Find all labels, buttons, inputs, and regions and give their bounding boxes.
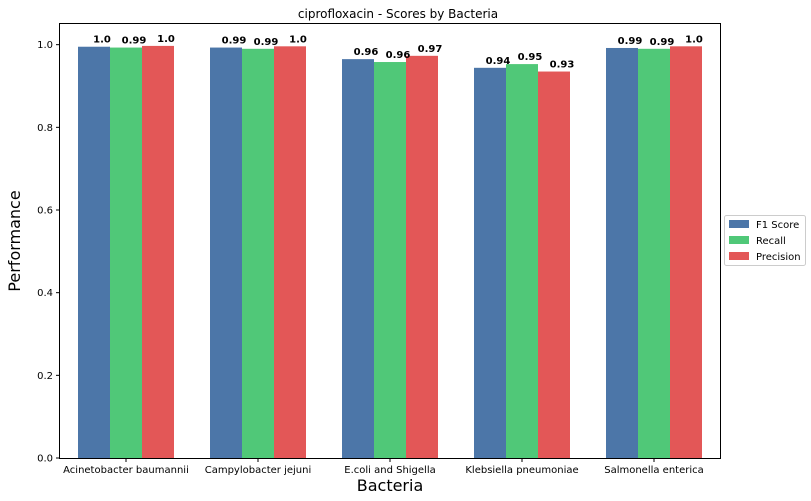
data-label-precision-e-coli-and-shigella: 0.97 [418,44,443,55]
legend-label-f1-score: F1 Score [756,220,799,231]
legend-swatch-recall [729,236,749,244]
y-axis: 0.0 0.2 0.4 0.6 0.8 1.0 [37,40,60,465]
chart-title: ciprofloxacin - Scores by Bacteria [298,7,498,21]
data-label-recall-salmonella-enterica: 0.99 [650,37,675,48]
x-tick-label-campylobacter-jejuni: Campylobacter jejuni [205,465,312,476]
bar-recall-salmonella-enterica [638,48,670,459]
x-axis-label: Bacteria [357,476,424,495]
data-label-f1-score-campylobacter-jejuni: 0.99 [222,36,247,47]
legend-swatch-precision [729,252,749,260]
x-tick-label-e-coli-and-shigella: E.coli and Shigella [344,465,436,476]
legend-label-precision: Precision [756,252,801,263]
data-label-f1-score-klebsiella-pneumoniae: 0.94 [486,56,511,67]
bar-precision-acinetobacter-baumannii [142,45,174,458]
bar-f1-score-salmonella-enterica [606,47,638,459]
data-label-recall-acinetobacter-baumannii: 0.99 [122,36,147,47]
y-tick-label: 0.2 [37,371,53,382]
bar-recall-acinetobacter-baumannii [110,47,142,459]
data-label-recall-klebsiella-pneumoniae: 0.95 [518,52,543,63]
bar-f1-score-campylobacter-jejuni [210,47,242,459]
x-axis: Acinetobacter baumannii Campylobacter jej… [63,458,704,476]
y-tick-label: 0.6 [37,206,53,217]
data-label-recall-e-coli-and-shigella: 0.96 [386,50,411,61]
bar-recall-e-coli-and-shigella [374,62,406,458]
bar-f1-score-acinetobacter-baumannii [78,46,110,458]
data-label-precision-salmonella-enterica: 1.0 [685,34,703,45]
bar-precision-e-coli-and-shigella [406,55,438,459]
x-tick-label-klebsiella-pneumoniae: Klebsiella pneumoniae [465,465,578,476]
data-label-recall-campylobacter-jejuni: 0.99 [254,37,279,48]
y-tick-label: 0.4 [37,288,53,299]
x-tick-label-salmonella-enterica: Salmonella enterica [604,465,704,476]
bar-precision-klebsiella-pneumoniae [538,71,570,459]
bar-f1-score-klebsiella-pneumoniae [474,67,506,459]
data-label-precision-campylobacter-jejuni: 1.0 [289,34,307,45]
data-label-f1-score-acinetobacter-baumannii: 1.0 [93,35,111,46]
bar-f1-score-e-coli-and-shigella [342,59,374,459]
y-tick-label: 0.0 [37,454,53,465]
data-label-precision-acinetobacter-baumannii: 1.0 [157,34,175,45]
bar-precision-campylobacter-jejuni [274,46,306,458]
y-tick-label: 0.8 [37,123,53,134]
bar-recall-campylobacter-jejuni [242,48,274,459]
x-tick-label-acinetobacter-baumannii: Acinetobacter baumannii [63,465,189,476]
data-label-f1-score-e-coli-and-shigella: 0.96 [354,47,379,58]
bar-precision-salmonella-enterica [670,46,702,458]
y-axis-label: Performance [5,190,24,291]
data-label-precision-klebsiella-pneumoniae: 0.93 [550,60,575,71]
legend-label-recall: Recall [756,236,786,247]
legend-swatch-f1-score [729,220,749,228]
legend: F1 Score Recall Precision [724,215,806,266]
data-label-f1-score-salmonella-enterica: 0.99 [618,36,643,47]
bars-group [78,45,702,459]
y-tick-label: 1.0 [37,40,53,51]
bar-recall-klebsiella-pneumoniae [506,64,538,459]
data-labels-group: 1.0 0.99 1.0 0.99 0.99 1.0 0.96 0.96 0.97 0.94 0.9… [93,34,703,71]
